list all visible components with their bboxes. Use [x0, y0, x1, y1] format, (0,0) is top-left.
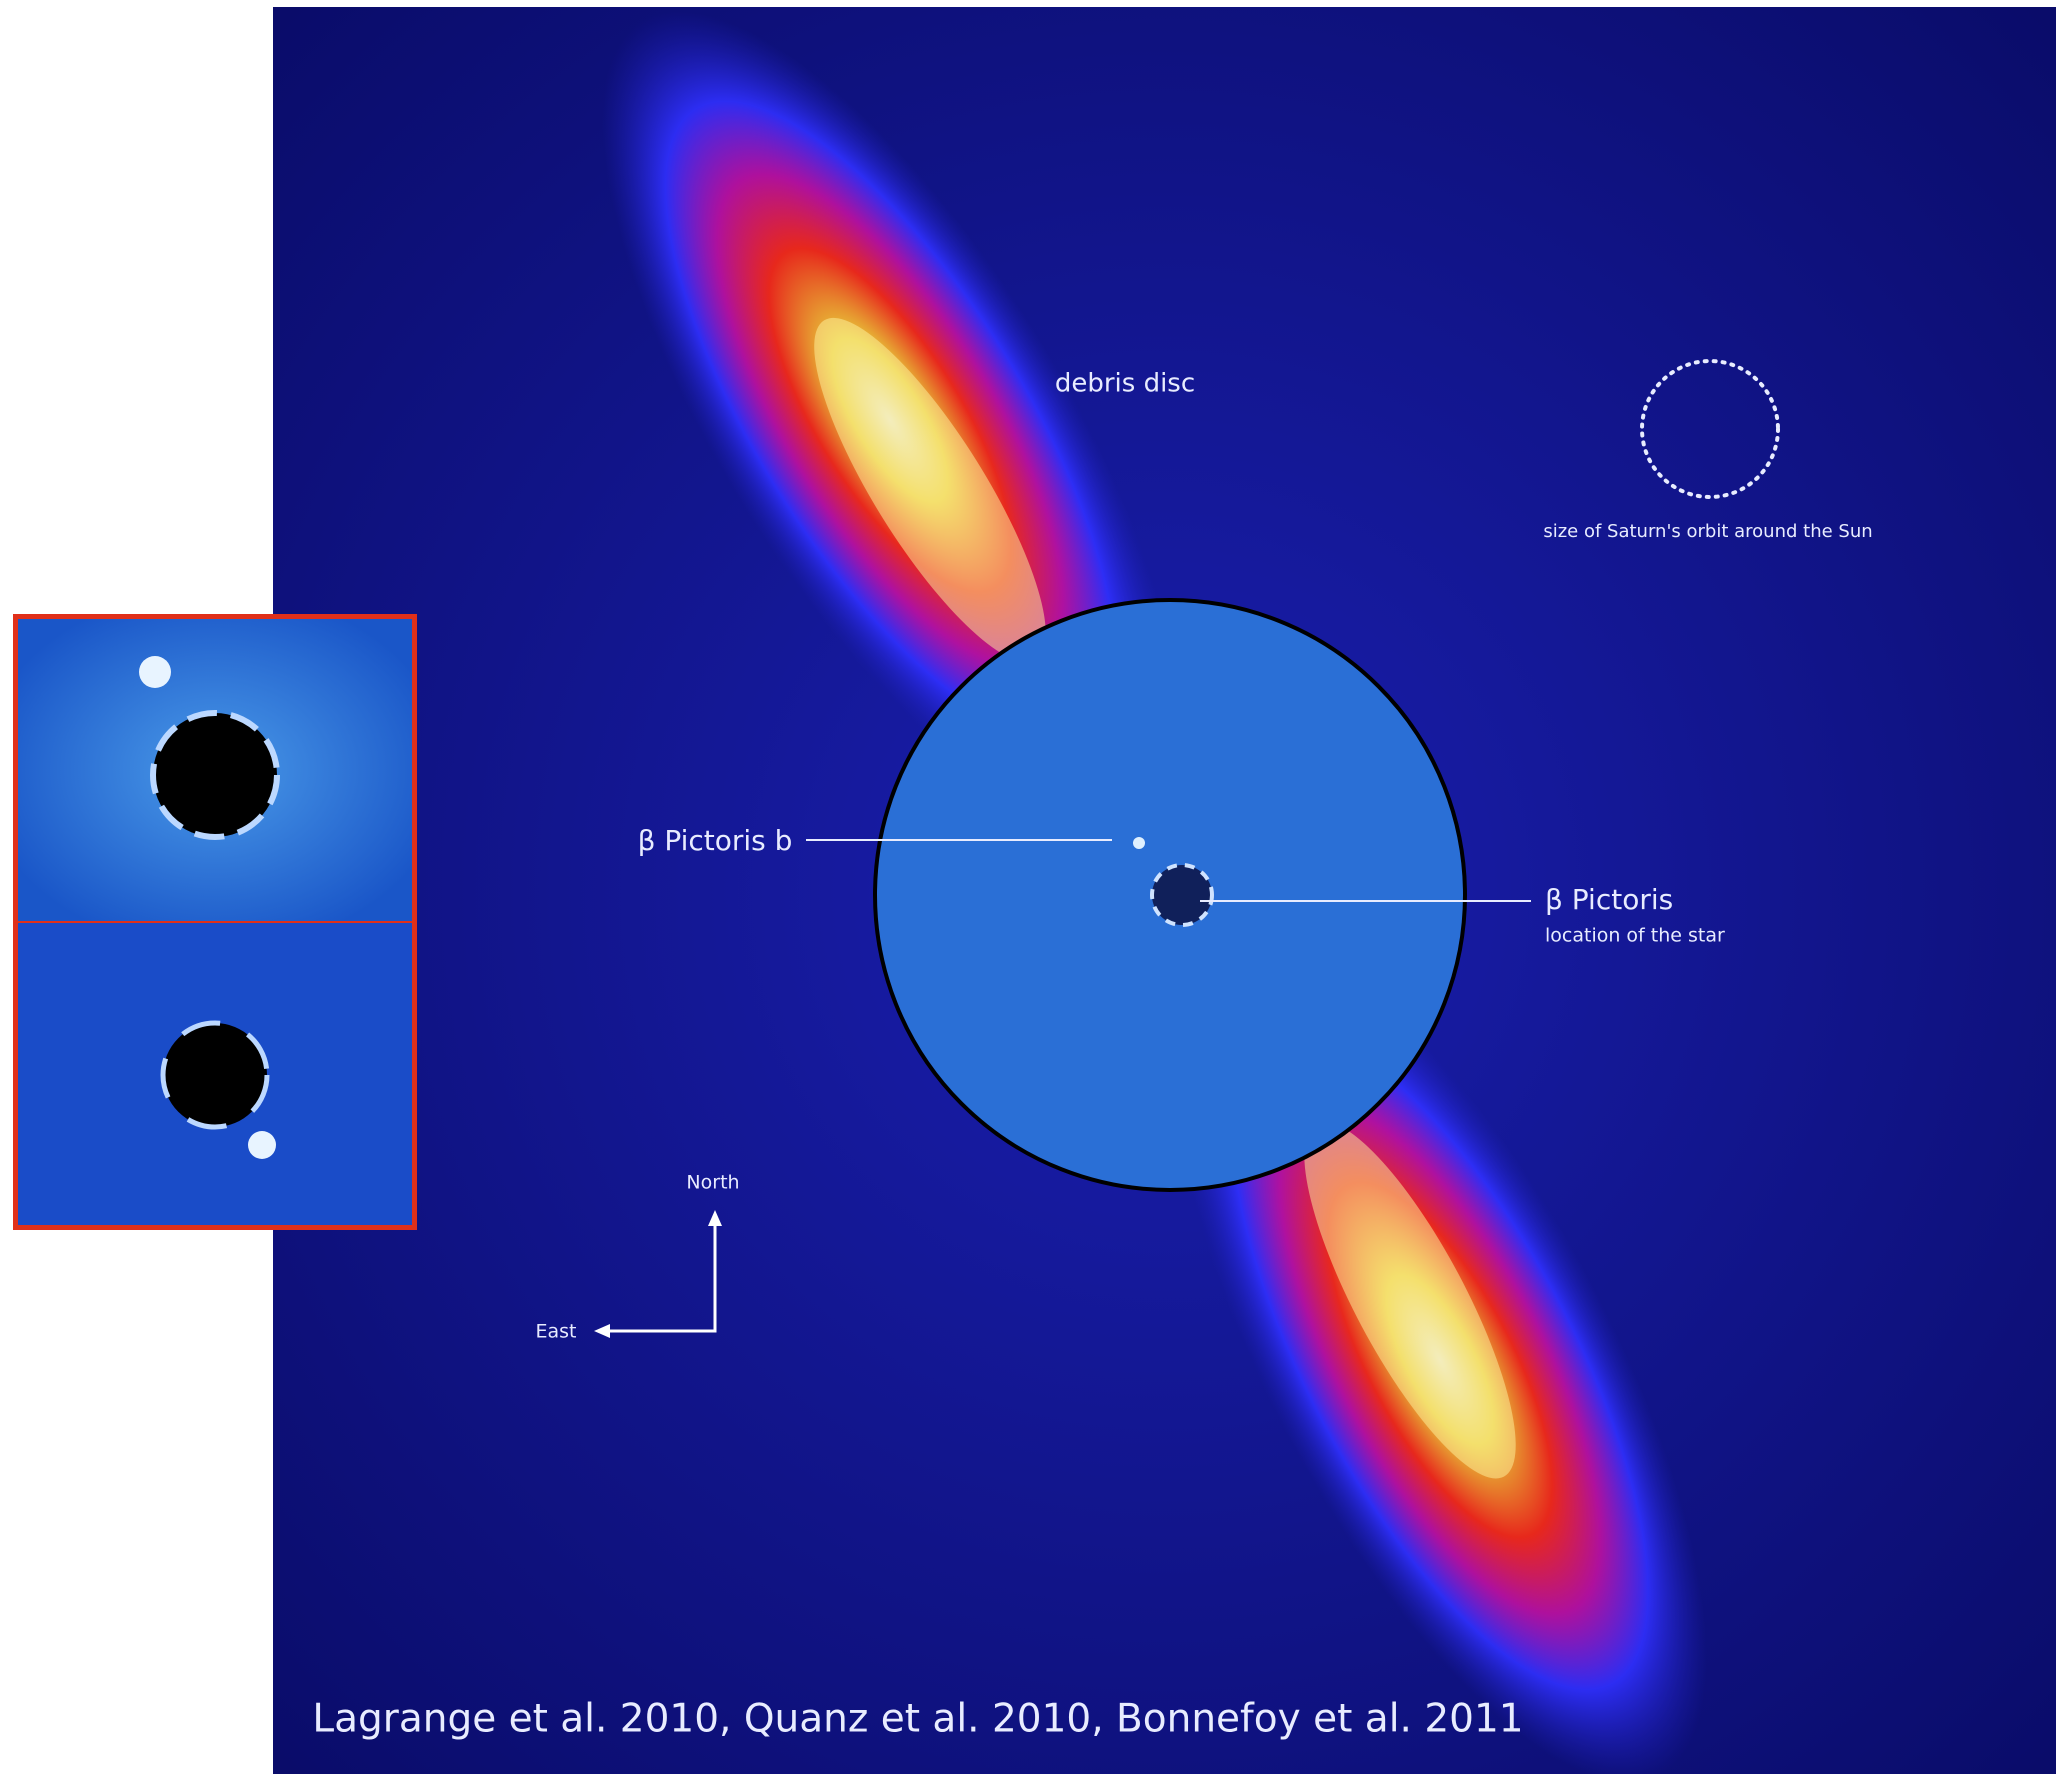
label-debris: debris disc — [1055, 369, 1195, 399]
inset — [13, 614, 417, 1230]
label-star: β Pictoris — [1545, 883, 1673, 916]
label-planet: β Pictoris b — [638, 824, 793, 857]
label-east: East — [536, 1321, 577, 1343]
label-star-note: location of the star — [1545, 925, 1725, 947]
main-image: debris disc size of Saturn's orbit aroun… — [273, 0, 2056, 1774]
figure: debris disc size of Saturn's orbit aroun… — [0, 0, 2056, 1774]
label-north: North — [686, 1172, 739, 1194]
label-saturn: size of Saturn's orbit around the Sun — [1543, 521, 1872, 542]
citation: Lagrange et al. 2010, Quanz et al. 2010,… — [312, 1697, 1523, 1742]
